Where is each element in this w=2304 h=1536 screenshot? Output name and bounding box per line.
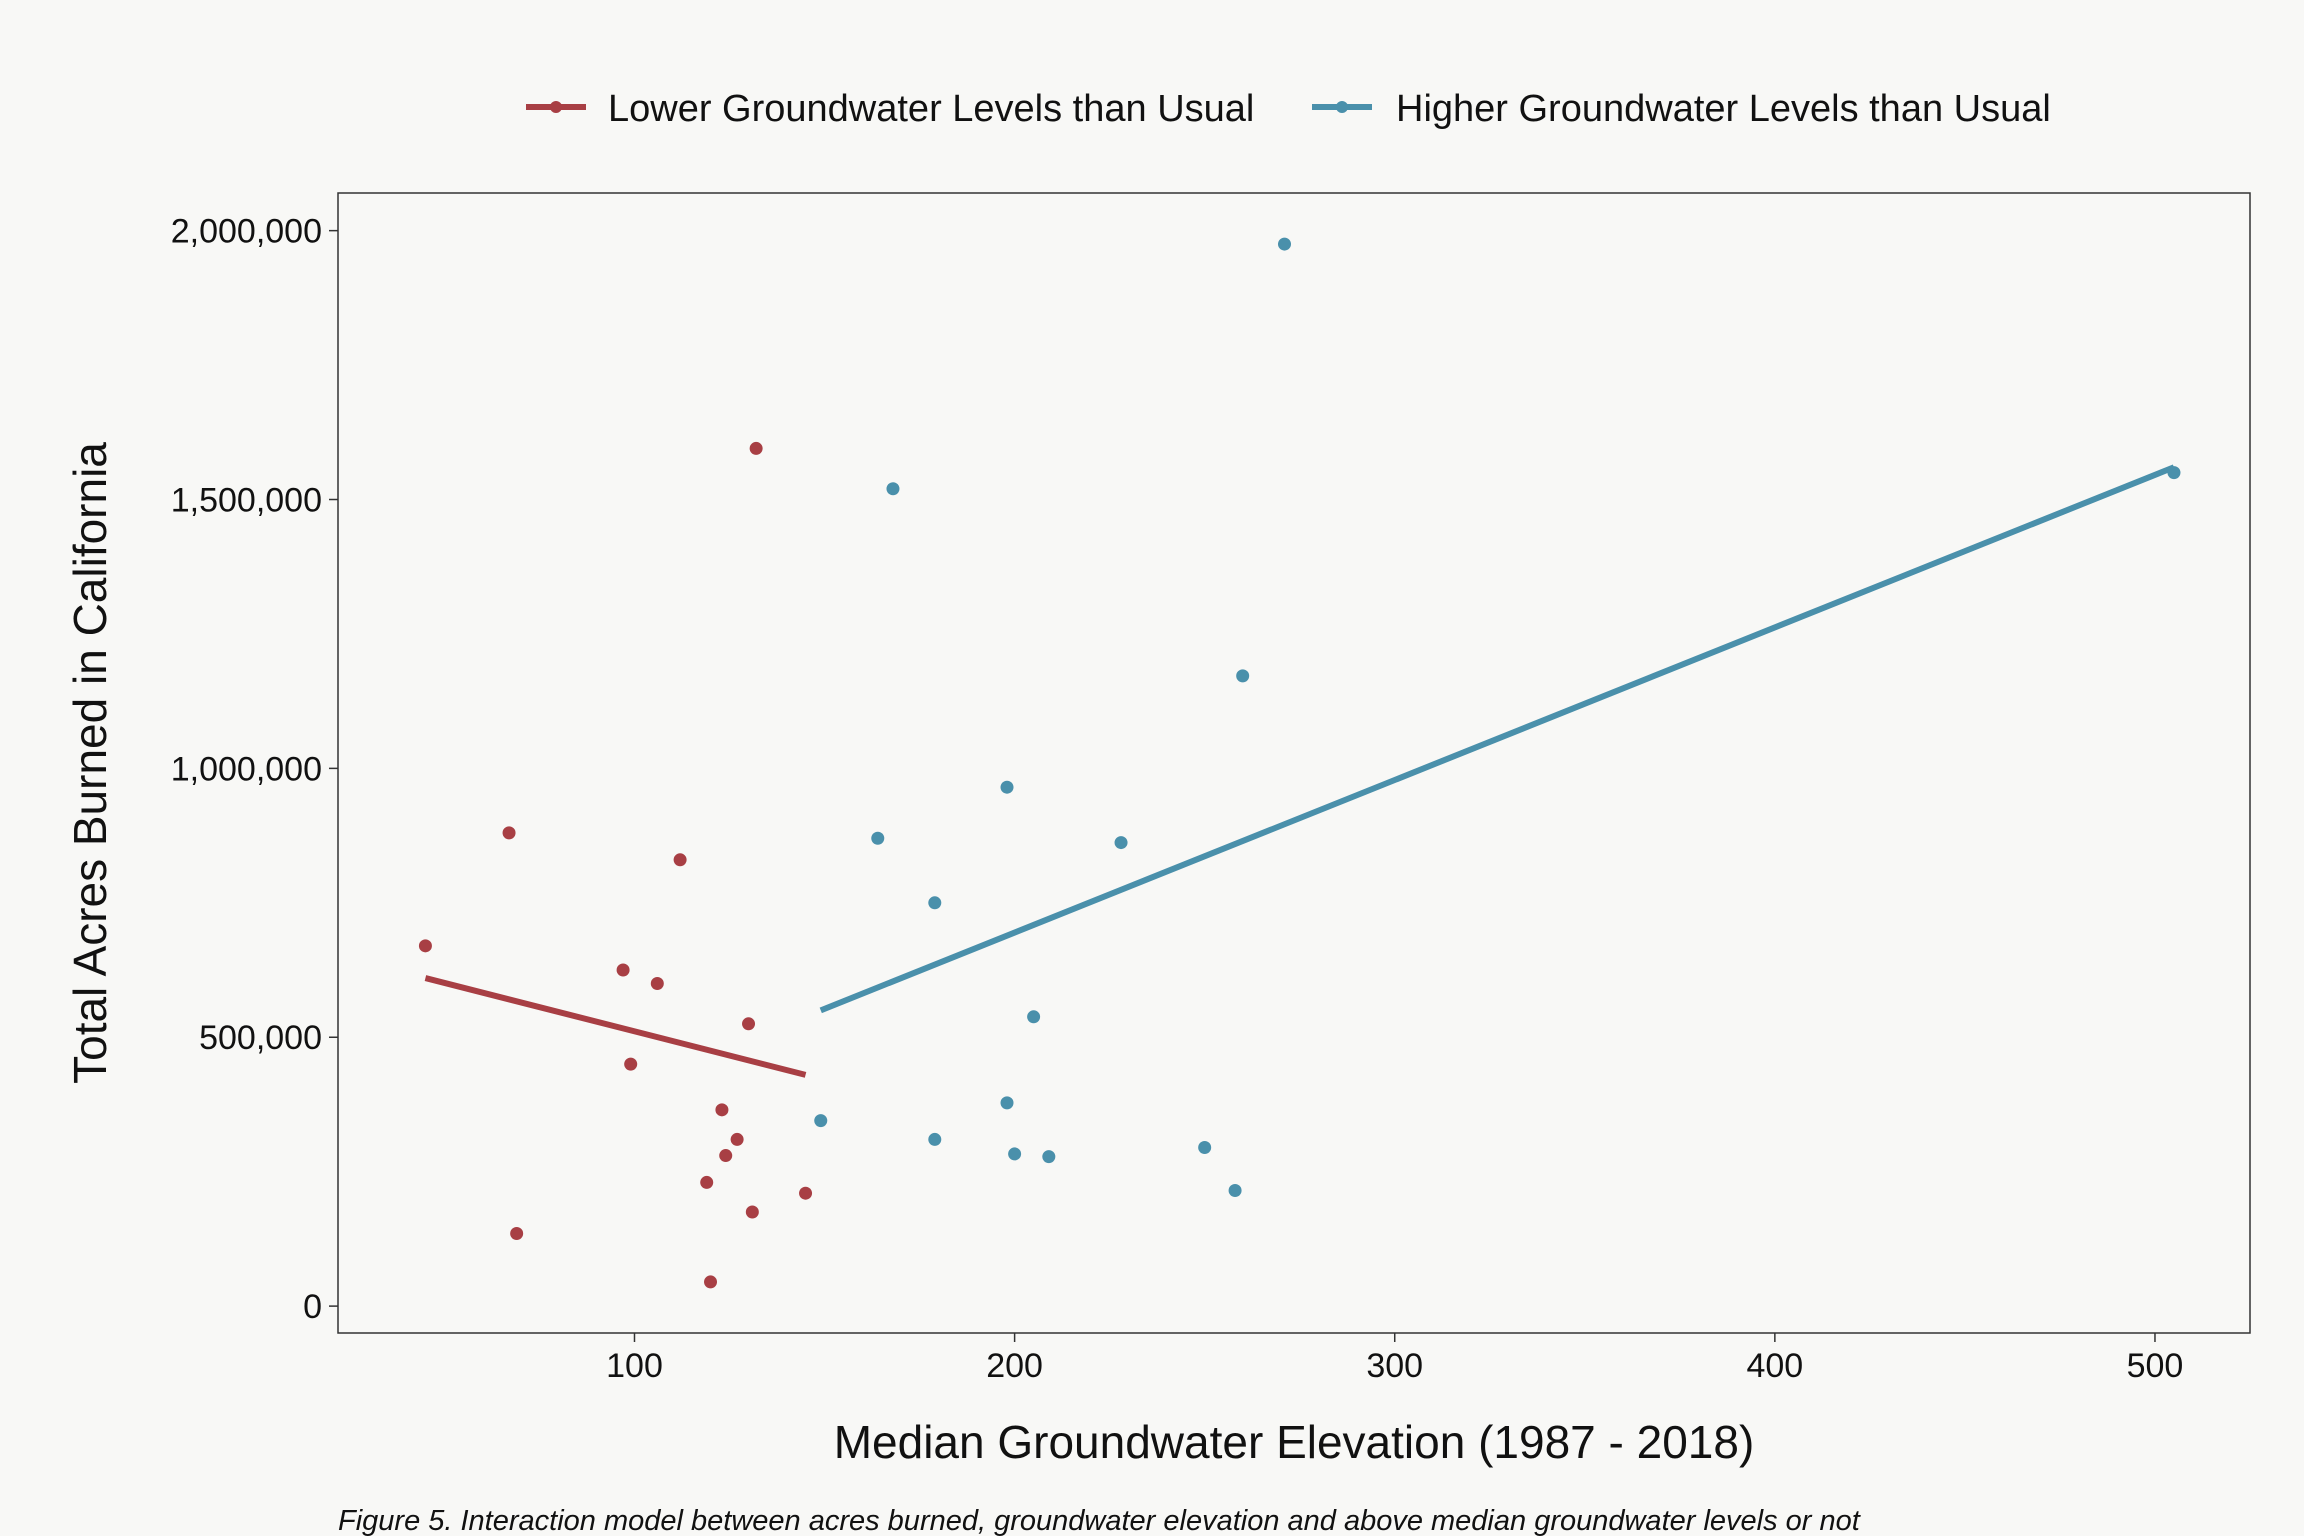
data-point-higher [1000, 780, 1014, 794]
data-point-lower [745, 1205, 759, 1219]
y-tick-label: 1,500,000 [171, 482, 322, 520]
data-point-lower [502, 826, 516, 840]
data-point-higher [814, 1114, 828, 1128]
y-tick-label: 500,000 [199, 1019, 322, 1057]
data-point-lower [673, 853, 687, 867]
figure-caption: Figure 5. Interaction model between acre… [338, 1505, 1862, 1536]
data-point-lower [730, 1132, 744, 1146]
data-points [418, 237, 2181, 1289]
data-point-lower [742, 1017, 756, 1031]
data-point-higher [871, 831, 885, 845]
data-point-lower [616, 963, 630, 977]
data-point-higher [1236, 669, 1250, 683]
y-tick-label: 1,000,000 [171, 750, 322, 788]
y-tick-label: 2,000,000 [171, 213, 322, 251]
data-point-higher [1277, 237, 1291, 251]
data-point-lower [418, 939, 432, 953]
fit-lines [424, 464, 2176, 1078]
legend: Lower Groundwater Levels than Usual High… [526, 88, 2051, 130]
data-point-lower [719, 1149, 733, 1163]
x-tick-label: 400 [1746, 1347, 1803, 1385]
legend-label-lower: Lower Groundwater Levels than Usual [608, 88, 1254, 130]
axis-ticks: 100 200 300 400 500 0 500,000 1,000,000 1,500,00… [171, 213, 2184, 1385]
x-axis-title: Median Groundwater Elevation (1987 - 201… [834, 1416, 1755, 1468]
data-point-higher [886, 482, 900, 496]
legend-label-higher: Higher Groundwater Levels than Usual [1396, 88, 2051, 130]
data-point-higher [1114, 836, 1128, 850]
data-point-higher [1228, 1184, 1242, 1197]
data-point-higher [1008, 1147, 1022, 1161]
legend-dot-higher [1336, 101, 1348, 113]
x-tick-label: 200 [986, 1347, 1043, 1385]
data-point-higher [1198, 1140, 1212, 1154]
data-point-lower [749, 441, 763, 455]
x-tick-label: 300 [1366, 1347, 1423, 1385]
legend-dot-lower [550, 101, 562, 113]
y-axis-title: Total Acres Burned in California [64, 442, 116, 1084]
x-tick-label: 100 [606, 1347, 663, 1385]
data-point-lower [799, 1186, 813, 1200]
data-point-lower [704, 1275, 718, 1289]
data-point-higher [1027, 1010, 1041, 1024]
data-point-higher [1042, 1150, 1056, 1164]
data-point-higher [928, 1132, 942, 1146]
data-point-lower [650, 976, 664, 990]
plot-panel [337, 192, 2251, 1334]
fit-line-lower [424, 975, 807, 1078]
data-point-higher [928, 896, 942, 910]
fit-line-higher [819, 464, 2176, 1014]
data-point-higher [2167, 466, 2181, 480]
data-point-lower [624, 1057, 638, 1071]
x-tick-label: 500 [2127, 1347, 2184, 1385]
data-point-lower [510, 1227, 524, 1241]
data-point-lower [715, 1103, 729, 1117]
data-point-lower [700, 1175, 714, 1189]
data-point-higher [1000, 1096, 1014, 1110]
y-tick-label: 0 [303, 1288, 322, 1326]
